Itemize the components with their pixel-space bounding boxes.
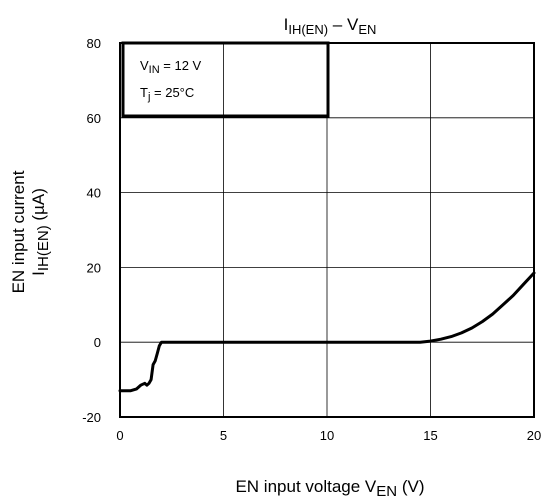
- y-tick-label: -20: [82, 410, 101, 425]
- y-axis-label: EN input current IIH(EN) (µA): [9, 170, 52, 293]
- conditions-box: [121, 41, 330, 118]
- tick-labels: 0 5 10 15 20 -20 0 20 40 60 80: [82, 36, 541, 443]
- y-tick-label: 80: [87, 36, 101, 51]
- chart-title: IIH(EN) – VEN: [284, 15, 377, 37]
- plot-frame: [119, 42, 535, 418]
- y-tick-label: 40: [87, 186, 101, 201]
- x-tick-label: 10: [320, 428, 334, 443]
- series-group: [118, 271, 536, 393]
- y-tick-label: 20: [87, 260, 101, 275]
- x-tick-label: 0: [116, 428, 123, 443]
- y-axis-label-line1: EN input current: [9, 170, 28, 293]
- condition-tj: Tj = 25°C: [140, 85, 194, 103]
- x-axis-label: EN input voltage VEN (V): [235, 477, 424, 500]
- y-tick-label: 0: [94, 335, 101, 350]
- x-tick-label: 15: [423, 428, 437, 443]
- series-line: [118, 271, 536, 393]
- y-tick-label: 60: [87, 111, 101, 126]
- x-tick-label: 20: [527, 428, 541, 443]
- x-tick-label: 5: [220, 428, 227, 443]
- condition-vin: VIN = 12 V: [140, 58, 202, 76]
- y-axis-label-line2: IIH(EN) (µA): [29, 188, 52, 276]
